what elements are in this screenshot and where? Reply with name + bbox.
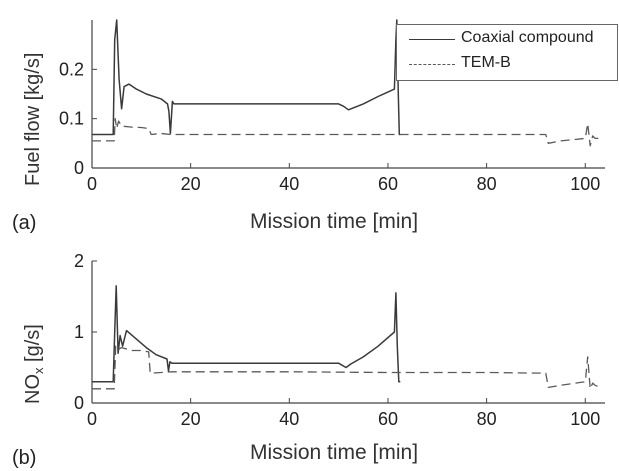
panel-b-xlabel: Mission time [min] xyxy=(250,441,419,464)
panel-b-ylabel-main: NO xyxy=(22,374,44,404)
panel-a-ytick-label: 0.2 xyxy=(59,59,84,79)
panel-b-ylabel-units: [g/s] xyxy=(22,324,44,368)
panel-a-xtick-label: 60 xyxy=(378,174,398,194)
panel-b-ytick-label: 2 xyxy=(74,251,84,271)
panel-a-plot: 0 20 40 60 80 100 0 0.1 0.2 xyxy=(59,19,605,194)
panel-a-label: (a) xyxy=(12,212,37,234)
panel-a-ylabel: Fuel flow [kg/s] xyxy=(22,52,44,186)
panel-b-series-tem-b-line xyxy=(92,345,601,390)
legend-dashed-swatch xyxy=(409,64,455,65)
panel-b-xtick-label: 20 xyxy=(181,409,201,429)
panel-b-xtick-label: 80 xyxy=(477,409,497,429)
panel-b-xtick-label: 100 xyxy=(570,409,600,429)
panel-b-ylabel-sub: x xyxy=(31,367,46,375)
panel-b-label: (b) xyxy=(12,447,37,469)
panel-b-plot: 0 20 40 60 80 100 0 1 2 xyxy=(74,251,605,429)
panel-a-ytick-label: 0.1 xyxy=(59,109,84,129)
legend-label-temb: TEM-B xyxy=(461,54,511,71)
panel-a-xtick-label: 40 xyxy=(279,174,299,194)
legend-solid-swatch xyxy=(409,39,455,40)
panel-a-xlabel: Mission time [min] xyxy=(250,210,419,233)
panel-a-ytick-label: 0 xyxy=(74,158,84,178)
legend-item-coaxial: Coaxial compound xyxy=(397,28,617,52)
panel-b-ytick-label: 1 xyxy=(74,322,84,342)
panel-a-xtick-label: 100 xyxy=(570,174,600,194)
panel-b-xtick-label: 60 xyxy=(378,409,398,429)
panel-a-xtick-label: 80 xyxy=(477,174,497,194)
panel-a-series-tem-b-line xyxy=(92,118,601,147)
legend: Coaxial compound TEM-B xyxy=(396,24,618,81)
panel-a-series-coaxial-compound-line xyxy=(92,19,401,136)
panel-b-xtick-label: 0 xyxy=(87,409,97,429)
legend-item-temb: TEM-B xyxy=(397,53,617,77)
panel-b-ytick-label: 0 xyxy=(74,393,84,413)
panel-a-xtick-label: 20 xyxy=(181,174,201,194)
panel-b-ylabel: NOx [g/s] xyxy=(22,324,46,404)
panel-a-xtick-label: 0 xyxy=(87,174,97,194)
legend-label-coaxial: Coaxial compound xyxy=(461,29,594,46)
panel-b-series-coaxial-compound-line xyxy=(92,285,401,383)
panel-b-xtick-label: 40 xyxy=(279,409,299,429)
